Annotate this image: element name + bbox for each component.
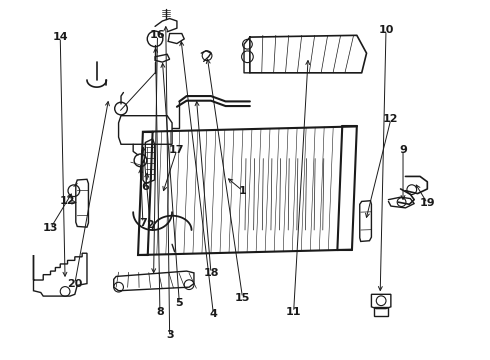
Text: 11: 11 (286, 307, 301, 317)
Text: 15: 15 (235, 293, 250, 303)
Text: 17: 17 (169, 145, 185, 155)
Text: 20: 20 (67, 279, 82, 289)
Text: 7: 7 (139, 218, 147, 228)
Text: 8: 8 (156, 307, 164, 317)
Text: 18: 18 (203, 268, 219, 278)
Text: 13: 13 (43, 223, 58, 233)
Text: 16: 16 (149, 30, 165, 40)
Text: 14: 14 (52, 32, 68, 42)
Bar (374, 307, 389, 316)
Text: 5: 5 (175, 298, 183, 308)
Text: 9: 9 (399, 145, 407, 155)
Text: 12: 12 (383, 114, 399, 124)
Text: 1: 1 (239, 186, 246, 196)
Text: 19: 19 (419, 198, 435, 208)
Text: 12: 12 (60, 197, 75, 206)
Text: 2: 2 (147, 220, 154, 230)
Text: 3: 3 (166, 330, 173, 341)
Text: 6: 6 (142, 182, 149, 192)
Text: 10: 10 (378, 25, 393, 35)
Text: 4: 4 (209, 309, 218, 319)
